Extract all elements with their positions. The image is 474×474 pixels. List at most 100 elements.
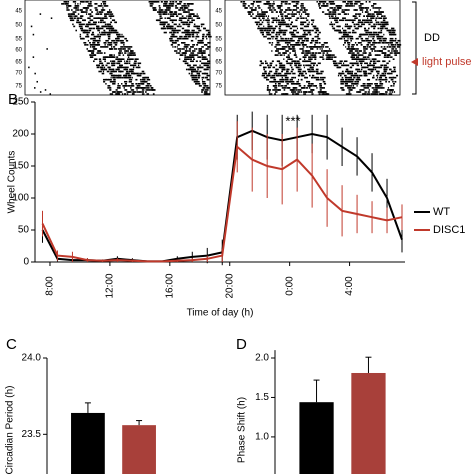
actogram-tick: [155, 1, 160, 3]
actogram-tick: [262, 66, 267, 69]
actogram-tick: [346, 68, 349, 71]
actogram-tick: [313, 64, 315, 67]
actogram-tick: [196, 25, 201, 28]
actogram-tick: [271, 21, 274, 24]
actogram-tick: [335, 62, 338, 65]
actogram-tick: [292, 44, 296, 46]
actogram-tick: [357, 54, 361, 56]
actogram-tick: [287, 54, 290, 56]
actogram-tick: [318, 5, 321, 7]
actogram-tick: [190, 31, 194, 34]
actogram-tick: [285, 93, 287, 95]
actogram-tick: [382, 23, 385, 26]
actogram-tick: [321, 44, 325, 46]
actogram-tick: [191, 35, 194, 38]
actogram-tick: [344, 76, 348, 79]
actogram-tick: [275, 54, 279, 56]
actogram-tick: [390, 56, 393, 58]
actogram-tick: [383, 46, 386, 48]
actogram-tick: [318, 1, 321, 3]
actogram-tick: [278, 15, 280, 17]
actogram-tick: [127, 72, 130, 75]
actogram-tick: [188, 17, 192, 19]
actogram-tick: [280, 5, 283, 7]
actogram-tick: [311, 74, 314, 77]
actogram-tick: [190, 9, 194, 11]
actogram-tick: [379, 31, 382, 34]
actogram-tick: [137, 83, 141, 85]
actogram-tick: [184, 5, 187, 7]
actogram-tick: [339, 25, 341, 28]
actogram-tick: [89, 42, 91, 44]
actogram-tick: [299, 15, 302, 17]
actogram-tick: [266, 89, 269, 91]
actogram-tick: [137, 74, 142, 77]
actogram-tick: [277, 39, 281, 42]
actogram-tick: [245, 7, 247, 9]
actogram-tick: [189, 33, 192, 36]
actogram-tick: [69, 17, 73, 19]
actogram-tick: [355, 13, 358, 15]
actogram-tick: [197, 83, 200, 85]
actogram-tick: [146, 83, 151, 85]
actogram-tick: [327, 58, 330, 60]
actogram-tick: [182, 37, 187, 40]
actogram-tick: [277, 60, 281, 63]
actogram-tick: [386, 56, 389, 58]
x-tick-label: 12:00: [105, 273, 116, 298]
actogram-tick: [309, 70, 312, 73]
actogram-tick: [284, 17, 287, 19]
actogram-tick: [125, 83, 127, 85]
actogram-tick: [117, 35, 122, 38]
actogram-tick: [181, 31, 186, 34]
actogram-tick: [195, 15, 199, 17]
actogram-tick: [95, 27, 99, 30]
actogram-tick: [199, 70, 202, 73]
actogram-tick: [128, 70, 132, 73]
actogram-tick: [322, 52, 325, 54]
actogram-tick: [131, 70, 134, 73]
actogram-tick: [388, 31, 392, 34]
actogram-tick: [280, 66, 284, 69]
actogram-tick: [271, 11, 274, 13]
actogram-tick: [263, 35, 266, 38]
actogram-tick: [379, 50, 383, 52]
actogram-tick: [160, 9, 164, 11]
actogram-tick: [347, 78, 352, 81]
actogram-tick: [153, 9, 157, 11]
actogram-tick: [352, 29, 355, 32]
actogram-tick: [163, 3, 166, 5]
actogram-tick: [392, 58, 395, 60]
bar: [71, 412, 105, 474]
actogram-tick: [289, 52, 291, 54]
actogram-tick: [88, 5, 93, 7]
actogram-tick: [298, 72, 303, 75]
actogram-tick: [279, 80, 284, 83]
actogram-tick: [309, 68, 311, 71]
actogram-tick: [205, 62, 207, 65]
actogram-tick: [303, 54, 306, 56]
actogram-tick: [263, 76, 267, 79]
actogram-tick: [357, 13, 362, 15]
row-label: 55: [15, 37, 22, 43]
actogram-tick: [350, 46, 354, 48]
actogram-tick: [315, 70, 318, 73]
actogram-tick: [388, 72, 393, 75]
actogram-tick: [282, 93, 287, 95]
actogram-tick: [344, 33, 348, 36]
actogram-tick: [382, 37, 386, 40]
actogram-tick: [171, 37, 173, 40]
actogram-tick: [380, 83, 383, 85]
actogram-tick: [85, 13, 88, 15]
actogram-tick: [380, 11, 385, 13]
actogram-tick: [167, 7, 170, 9]
actogram-tick: [207, 46, 211, 48]
actogram-tick: [112, 83, 116, 85]
actogram-tick: [286, 83, 288, 85]
actogram-tick: [39, 91, 42, 93]
actogram-tick: [110, 60, 112, 63]
actogram-tick: [205, 35, 208, 38]
actogram-tick: [370, 64, 374, 67]
actogram-tick: [282, 21, 284, 24]
actogram-tick: [365, 7, 370, 9]
